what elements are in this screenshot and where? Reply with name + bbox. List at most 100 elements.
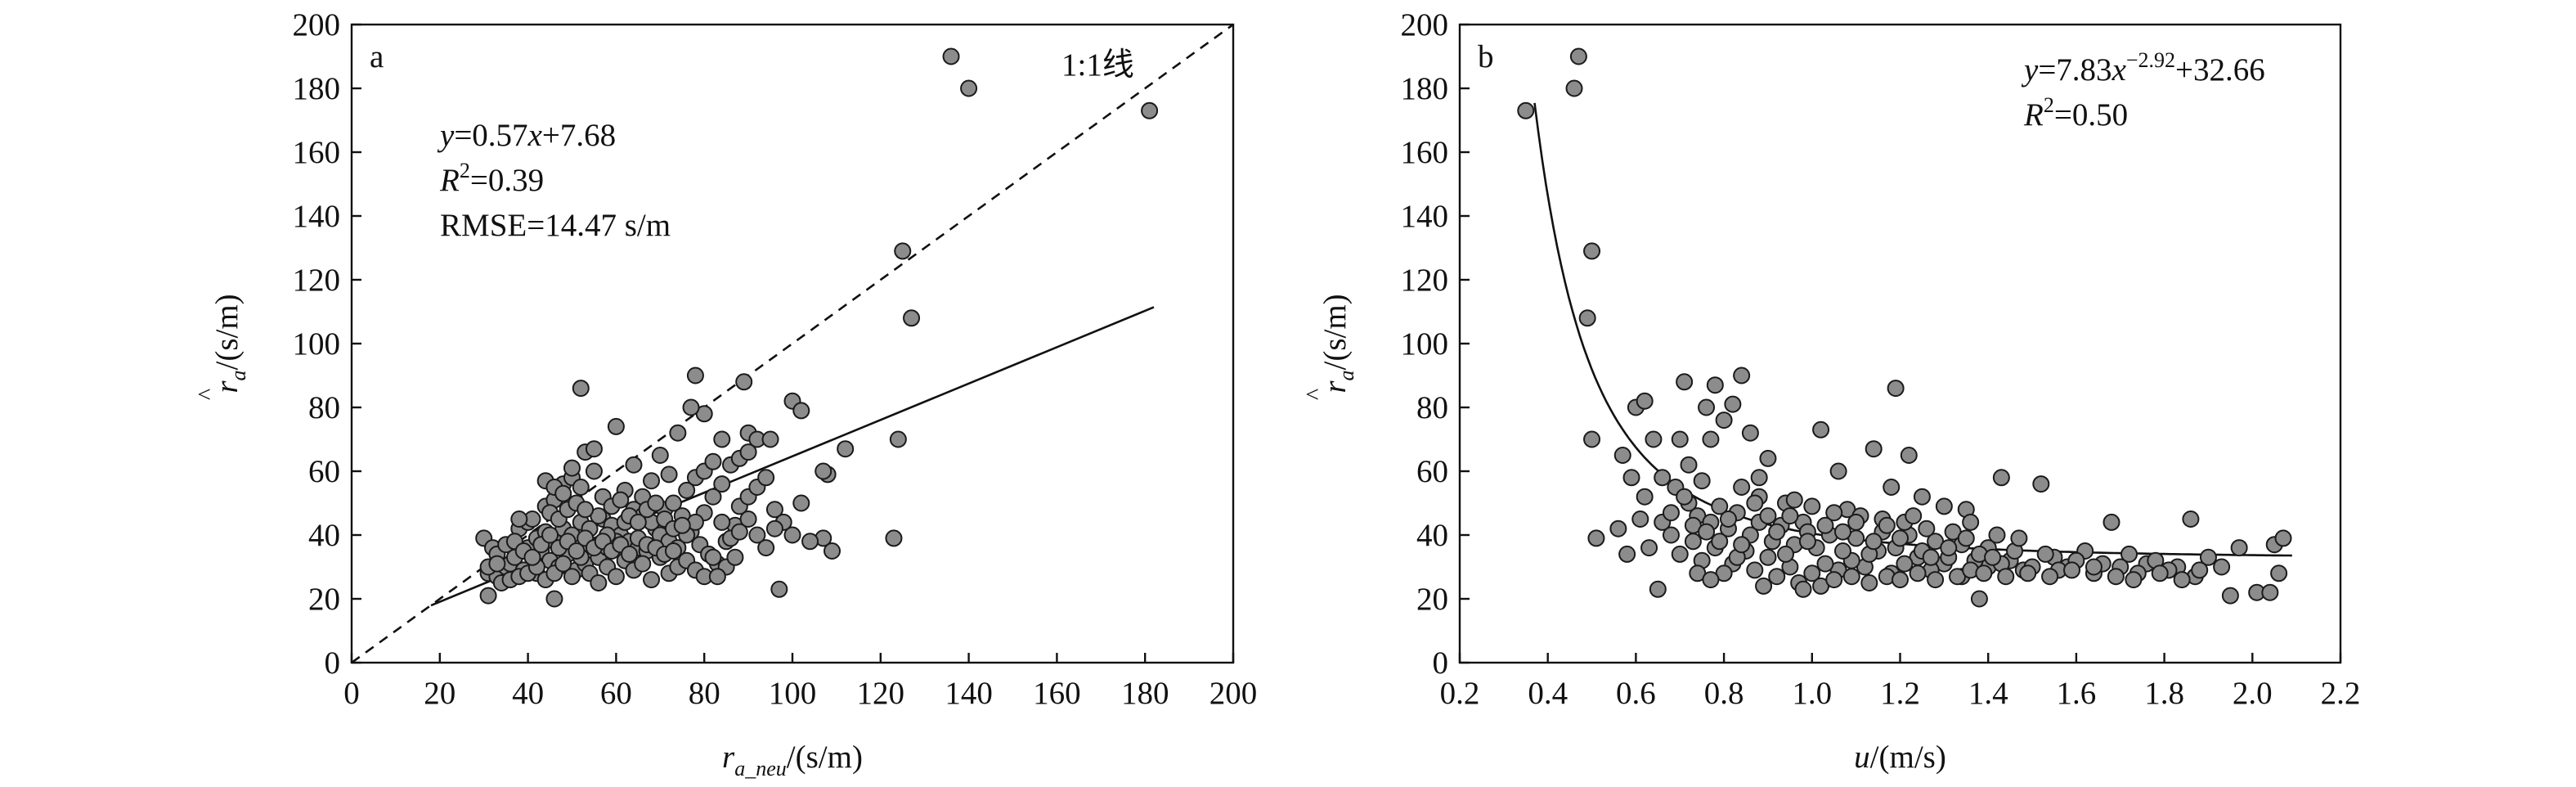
data-point xyxy=(1755,577,1773,595)
x-tick-label: 1.8 xyxy=(2144,676,2184,711)
data-point xyxy=(1640,539,1658,557)
y-tick-label: 40 xyxy=(308,518,340,553)
data-point xyxy=(673,516,691,534)
data-point xyxy=(647,494,665,512)
data-point xyxy=(643,472,661,490)
x-tick-label: 40 xyxy=(512,676,544,711)
data-point xyxy=(713,475,731,493)
y-tick-label: 20 xyxy=(308,582,340,617)
y-tick-label: 100 xyxy=(1401,326,1449,362)
data-point xyxy=(1587,529,1605,547)
data-point xyxy=(572,479,590,496)
data-point xyxy=(1975,564,1993,582)
data-point xyxy=(686,367,704,385)
data-point xyxy=(1645,430,1663,448)
data-point xyxy=(1662,504,1680,522)
data-point xyxy=(730,523,748,541)
data-point xyxy=(1909,564,1927,582)
equation-annotation: y=7.83x−2.92+32.66 xyxy=(2021,48,2265,88)
y-tick-label: 0 xyxy=(1433,645,1449,681)
data-point xyxy=(1887,380,1905,398)
data-point xyxy=(1618,545,1636,563)
panel-letter: a xyxy=(370,39,384,74)
data-point xyxy=(577,501,595,519)
data-point xyxy=(678,481,696,499)
data-point xyxy=(713,513,731,531)
data-point xyxy=(2019,564,2037,582)
data-point xyxy=(1785,491,1803,509)
r-squared-annotation: R2=0.39 xyxy=(439,159,544,198)
y-axis-label: ra/(s/m) xyxy=(209,294,250,393)
data-point xyxy=(1816,555,1834,573)
x-axis-label: u/(m/s) xyxy=(1854,740,1946,775)
data-point xyxy=(554,484,572,502)
data-point xyxy=(1569,47,1587,65)
data-point xyxy=(792,402,810,420)
x-tick-label: 180 xyxy=(1121,676,1169,711)
data-point xyxy=(1733,479,1751,496)
data-point xyxy=(621,545,639,563)
data-point xyxy=(1750,469,1768,487)
data-point xyxy=(479,587,497,605)
data-point xyxy=(660,465,678,483)
data-point xyxy=(801,533,819,551)
x-tick-label: 120 xyxy=(857,676,905,711)
data-point xyxy=(2274,529,2292,547)
data-point xyxy=(1896,555,1914,573)
data-point xyxy=(1781,507,1799,525)
data-point xyxy=(2270,564,2288,582)
data-point xyxy=(1957,529,1975,547)
data-point xyxy=(1733,367,1751,385)
data-point xyxy=(885,529,903,547)
data-point xyxy=(1816,516,1834,534)
data-point xyxy=(1746,494,1764,512)
x-axis-label: ra_neu/(s/m) xyxy=(722,740,863,780)
data-point xyxy=(757,469,775,487)
data-point xyxy=(1680,456,1698,474)
x-tick-label: 0.8 xyxy=(1704,676,1744,711)
data-point xyxy=(783,526,801,544)
data-point xyxy=(2173,571,2191,589)
x-tick-label: 1.6 xyxy=(2057,676,2097,711)
y-axis-label-group: ra/(s/m)^ xyxy=(1301,294,1358,400)
data-point xyxy=(554,555,572,573)
x-tick-label: 0.2 xyxy=(1440,676,1480,711)
data-point xyxy=(1631,510,1649,528)
y-tick-label: 80 xyxy=(308,390,340,425)
data-point xyxy=(739,510,757,528)
data-point xyxy=(708,568,726,586)
data-point xyxy=(607,568,625,586)
data-point xyxy=(761,430,779,448)
x-tick-label: 1.2 xyxy=(1880,676,1920,711)
y-tick-label: 180 xyxy=(293,71,341,106)
data-point xyxy=(2107,568,2125,586)
data-point xyxy=(815,462,832,480)
data-point xyxy=(1759,449,1777,467)
data-point xyxy=(585,462,603,480)
data-point xyxy=(1654,469,1672,487)
data-point xyxy=(1927,571,1945,589)
data-point xyxy=(1711,497,1729,515)
x-tick-label: 80 xyxy=(689,676,720,711)
data-point xyxy=(1671,430,1689,448)
data-point xyxy=(590,574,608,591)
data-point xyxy=(1883,479,1901,496)
y-tick-label: 180 xyxy=(1401,71,1449,106)
data-point xyxy=(607,417,625,435)
data-point xyxy=(1900,447,1918,464)
y-tick-label: 80 xyxy=(1416,390,1448,425)
data-point xyxy=(1636,392,1654,410)
y-axis-label-group: ra/(s/m)^ xyxy=(193,294,250,400)
data-point xyxy=(510,510,528,528)
data-point xyxy=(664,542,682,560)
data-point xyxy=(545,590,563,608)
data-point xyxy=(1715,411,1733,429)
data-point xyxy=(837,440,855,458)
y-tick-label: 60 xyxy=(1416,454,1448,489)
data-point xyxy=(2010,529,2028,547)
data-point xyxy=(704,488,722,506)
data-point xyxy=(1803,564,1821,582)
y-tick-label: 140 xyxy=(1401,199,1449,234)
data-point xyxy=(1724,395,1742,413)
data-point xyxy=(1517,101,1535,119)
